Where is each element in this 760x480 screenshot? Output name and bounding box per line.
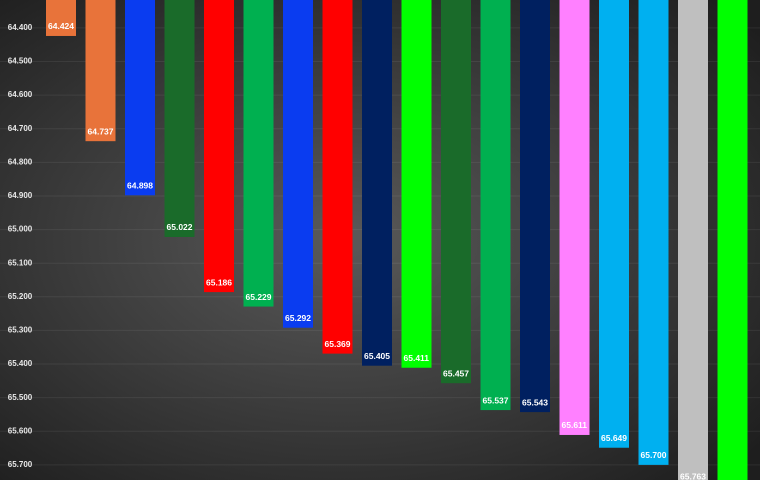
value-label: 65.543 — [522, 397, 548, 407]
bar — [638, 0, 669, 465]
value-label: 65.649 — [601, 433, 627, 443]
bar — [243, 0, 274, 307]
y-tick-label: 64.900 — [8, 191, 33, 200]
bar — [46, 0, 76, 36]
value-label: 64.424 — [48, 21, 74, 31]
bar — [559, 0, 590, 435]
bar — [322, 0, 353, 354]
value-label: 65.611 — [562, 420, 588, 430]
y-tick-label: 64.400 — [8, 23, 33, 32]
value-label: 65.369 — [325, 339, 351, 349]
value-label: 65.292 — [285, 313, 311, 323]
value-label: 65.186 — [206, 277, 232, 287]
y-tick-label: 64.700 — [8, 124, 33, 133]
bar — [520, 0, 550, 413]
y-tick-label: 65.200 — [8, 292, 33, 301]
bar — [85, 0, 116, 142]
bar — [125, 0, 155, 196]
bar — [599, 0, 629, 448]
bar — [283, 0, 313, 328]
y-tick-label: 65.700 — [8, 460, 33, 469]
value-label: 65.229 — [246, 292, 272, 302]
y-tick-label: 65.600 — [8, 426, 33, 435]
bar — [678, 0, 708, 480]
bar — [362, 0, 392, 366]
value-label: 65.411 — [404, 353, 430, 363]
y-tick-label: 65.400 — [8, 359, 33, 368]
value-label: 65.022 — [167, 222, 193, 232]
y-tick-label: 64.800 — [8, 157, 33, 166]
value-label: 65.405 — [364, 351, 390, 361]
bar — [717, 0, 748, 480]
y-tick-label: 65.100 — [8, 258, 33, 267]
bar — [164, 0, 195, 237]
value-label: 64.737 — [88, 126, 114, 136]
y-tick-label: 64.600 — [8, 90, 33, 99]
value-label: 65.700 — [641, 450, 667, 460]
bar — [441, 0, 471, 384]
bar — [480, 0, 511, 411]
bar — [204, 0, 234, 293]
value-label: 65.457 — [443, 368, 469, 378]
y-tick-label: 65.000 — [8, 225, 33, 234]
value-label: 64.898 — [127, 181, 153, 191]
y-tick-label: 65.500 — [8, 393, 33, 402]
y-tick-label: 65.300 — [8, 326, 33, 335]
value-label: 65.763 — [680, 471, 706, 480]
value-label: 65.537 — [483, 395, 509, 405]
y-tick-label: 64.500 — [8, 57, 33, 66]
bar — [401, 0, 432, 368]
